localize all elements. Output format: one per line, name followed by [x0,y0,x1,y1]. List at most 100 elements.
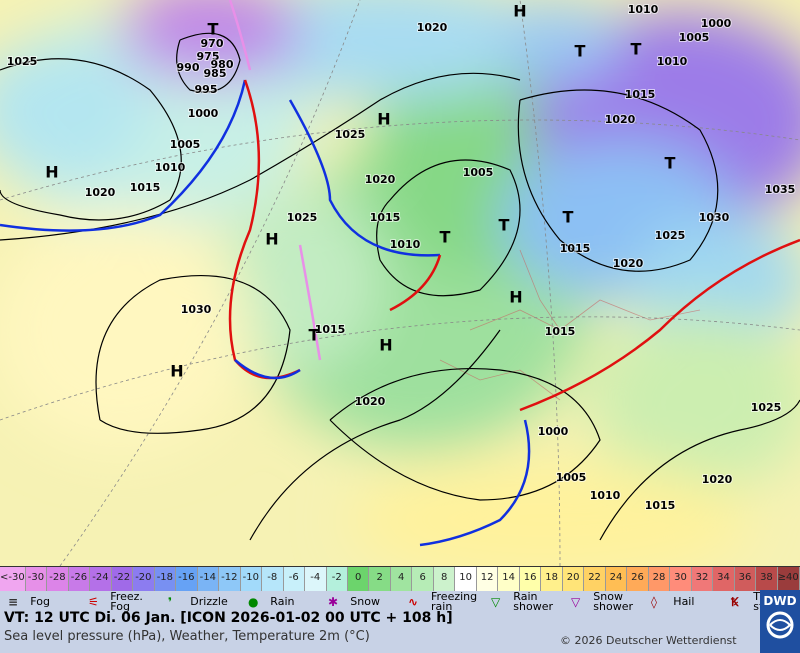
isobar-label: 1035 [765,183,796,196]
legend-icon: ✱ [328,595,339,609]
scale-cell: 2 [369,567,391,591]
scale-cell: 4 [390,567,413,591]
valid-time: VT: 12 UTC Di. 06 Jan. [ICON 2026-01-02 … [4,610,453,626]
description: Sea level pressure (hPa), Weather, Tempe… [4,629,370,644]
scale-cell: 30 [670,567,692,591]
scale-cell: 10 [455,567,477,591]
temperature-scale: <-30 -30 -28 -26 -24 -22 -20 -18 -16 -14 -12 -10 -8-… [0,566,800,605]
legend-label: Freez. Fog [110,590,143,613]
legend-icon: ◊ [651,595,657,609]
legend-icon: ≡ [8,595,19,609]
borders [439,249,701,401]
scale-cell: -28 [47,567,69,591]
isobar-label: 1010 [390,238,421,251]
legend-icon: ⚟ [88,595,99,609]
scale-cell: 0 [347,567,370,591]
isobar-label: 985 [204,67,227,80]
scale-cell: -20 [133,567,155,591]
pressure-center: H [377,110,390,129]
legend-icon: ▽ [491,595,501,609]
isobar-label: 1025 [287,211,318,224]
pressure-center: T [499,216,510,235]
legend-item: ≡ Fog [0,591,80,613]
isobar-label: 1015 [370,211,401,224]
isobar-label: 980 [211,58,234,71]
pressure-center: T [665,154,676,173]
graticule [0,0,800,566]
isobar-label: 1015 [315,323,346,336]
isobar-label: 990 [177,61,200,74]
scale-cell: -10 [240,567,263,591]
pressure-center: H [379,336,392,355]
isobar-label: 1010 [590,489,621,502]
isobar-label: 1000 [188,107,219,120]
legend-item: ∿ Freezing rain [400,591,483,613]
scale-cell: 8 [433,567,456,591]
legend-item: ✱ Snow [320,591,400,613]
legend-item: ⚟ Freez. Fog [80,591,160,613]
isobar-label: 1005 [679,31,710,44]
isobar-label: 1005 [170,138,201,151]
scale-cell: -14 [197,567,220,591]
pressure-center: T [309,326,320,345]
isobar-label: 1020 [417,21,448,34]
logo-text: DWD [763,594,797,608]
scale-cell: 14 [498,567,520,591]
legend-item: ◊ Hail [643,591,723,613]
isobar-label: 1025 [7,55,38,68]
scale-cell: -24 [90,567,112,591]
scale-cell: 12 [476,567,499,591]
legend-label: Freezing rain [431,590,478,613]
isobar-label: 1020 [365,173,396,186]
isobar-label: 970 [201,37,224,50]
scale-cell: 26 [627,567,649,591]
isobars [0,32,800,541]
legend-icon: ● [248,595,259,609]
scale-cell: -4 [305,567,327,591]
isobar-label: 995 [195,83,218,96]
fronts [0,0,800,547]
scale-cell: 16 [519,567,542,591]
pressure-center: H [509,288,522,307]
scale-cell: 18 [541,567,563,591]
legend-label: Snow [350,595,380,608]
isobar-label: 1000 [701,17,732,30]
pressure-center: H [265,230,278,249]
copyright: © 2026 Deutscher Wetterdienst [560,634,737,647]
isobar-label: 1020 [702,473,733,486]
scale-cell: 24 [605,567,628,591]
isobar-label: 1020 [605,113,636,126]
legend-item: ❜ Drizzle [160,591,240,613]
scale-cell: 28 [648,567,671,591]
isobar-labels: 1025970975980985990995100010051010101510… [6,2,797,513]
scale-cell: 32 [691,567,714,591]
legend-item: ▽ Snow shower [563,591,643,613]
isobar-label: 1010 [657,55,688,68]
scale-cell: -8 [262,567,284,591]
legend-label: Snow shower [593,590,634,613]
legend-icon: ▽ [571,595,581,609]
isobar-label: 1030 [699,211,730,224]
scale-cell: -2 [326,567,348,591]
scale-cell: <-30 [0,567,26,591]
pressure-center: H [170,362,183,381]
legend-icon: ∿ [408,595,419,609]
scale-cell: -18 [154,567,177,591]
isobar-label: 1015 [130,181,161,194]
isobar-label: 1020 [613,257,644,270]
scale-cell: 34 [713,567,735,591]
legend-item: ▽ Rain shower [483,591,563,613]
scale-cell: -12 [219,567,241,591]
isobar-label: 1010 [628,3,659,16]
legend-label: Drizzle [190,595,228,608]
scale-cell: 38 [756,567,778,591]
isobar-label: 1000 [538,425,569,438]
scale-cell: 22 [584,567,606,591]
isobar-label: 1020 [85,186,116,199]
legend-label: Rain [270,595,295,608]
legend-icon: ❜ [168,595,173,609]
isobar-label: 1015 [560,242,591,255]
scale-cell: -16 [176,567,198,591]
scale-cell: -30 [25,567,48,591]
